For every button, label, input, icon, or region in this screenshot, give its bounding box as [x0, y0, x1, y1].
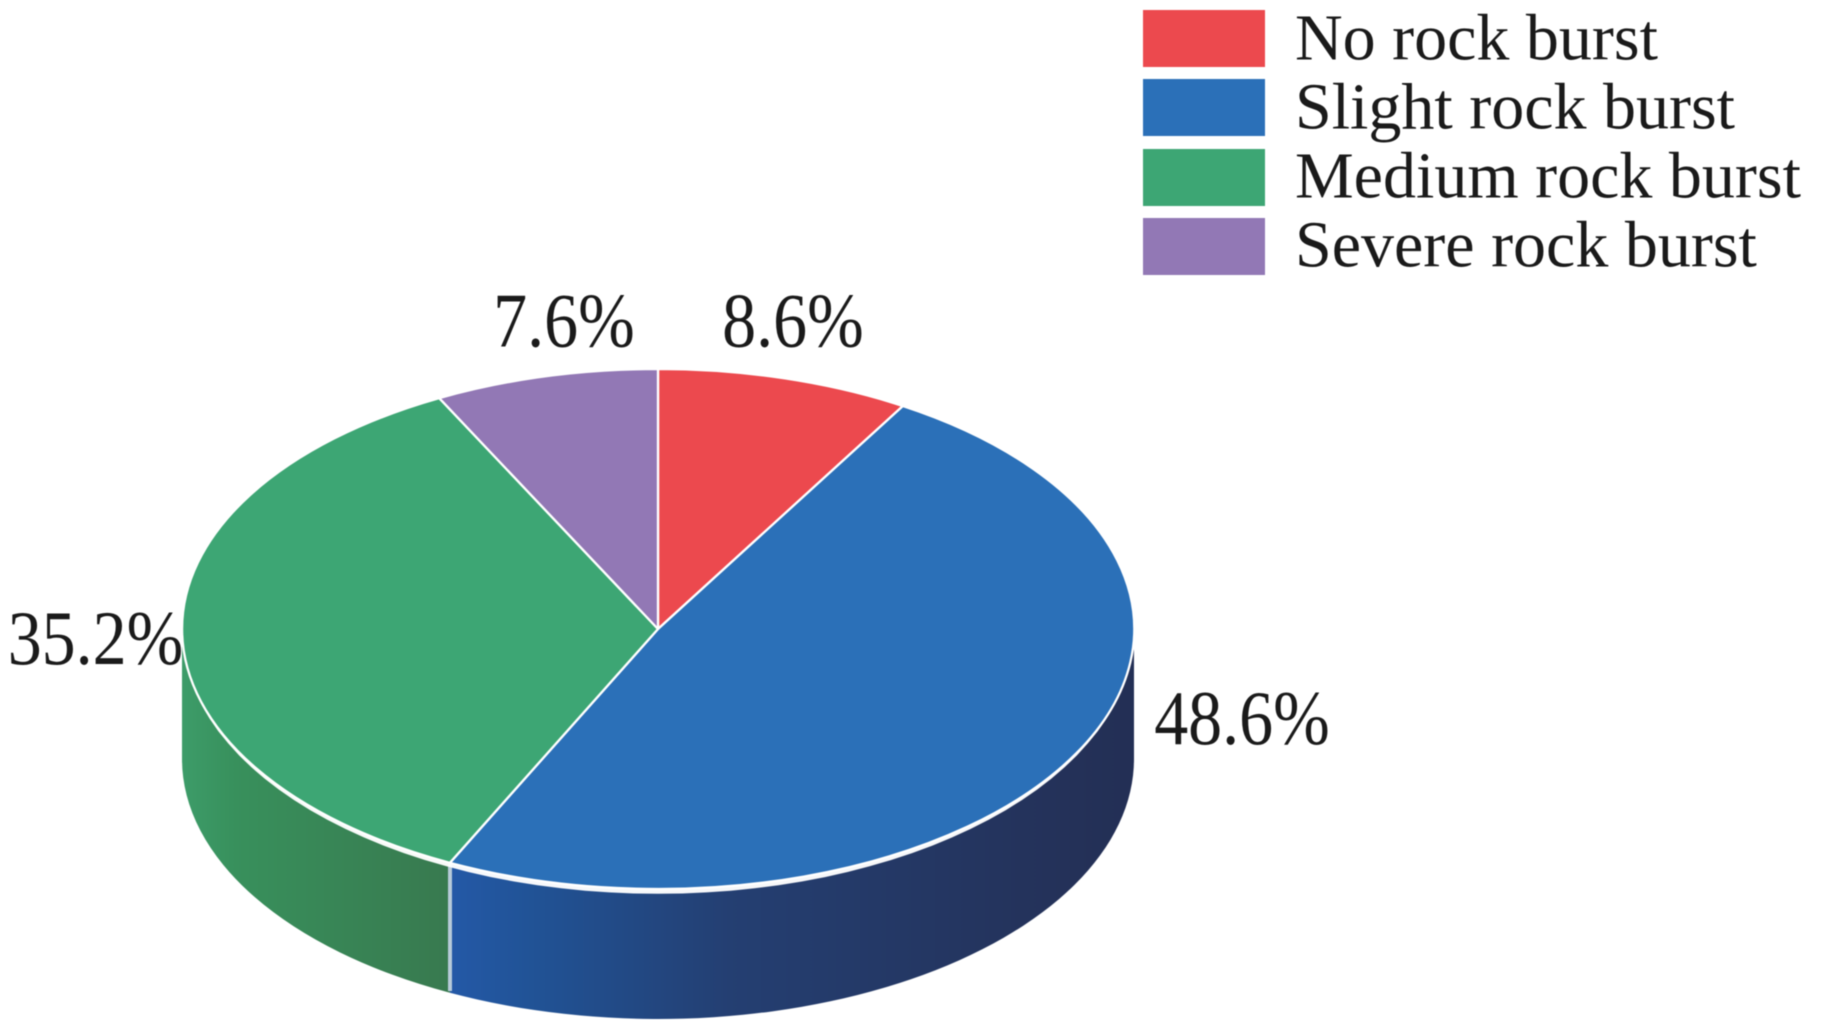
svg-text:Medium rock burst: Medium rock burst — [1295, 140, 1801, 213]
svg-text:8.6%: 8.6% — [722, 277, 864, 363]
svg-text:Severe rock burst: Severe rock burst — [1295, 209, 1757, 282]
svg-text:No rock burst: No rock burst — [1295, 2, 1658, 75]
svg-text:7.6%: 7.6% — [493, 277, 635, 363]
svg-text:35.2%: 35.2% — [8, 595, 184, 681]
svg-text:Slight rock burst: Slight rock burst — [1295, 71, 1735, 144]
svg-text:48.6%: 48.6% — [1154, 675, 1330, 761]
